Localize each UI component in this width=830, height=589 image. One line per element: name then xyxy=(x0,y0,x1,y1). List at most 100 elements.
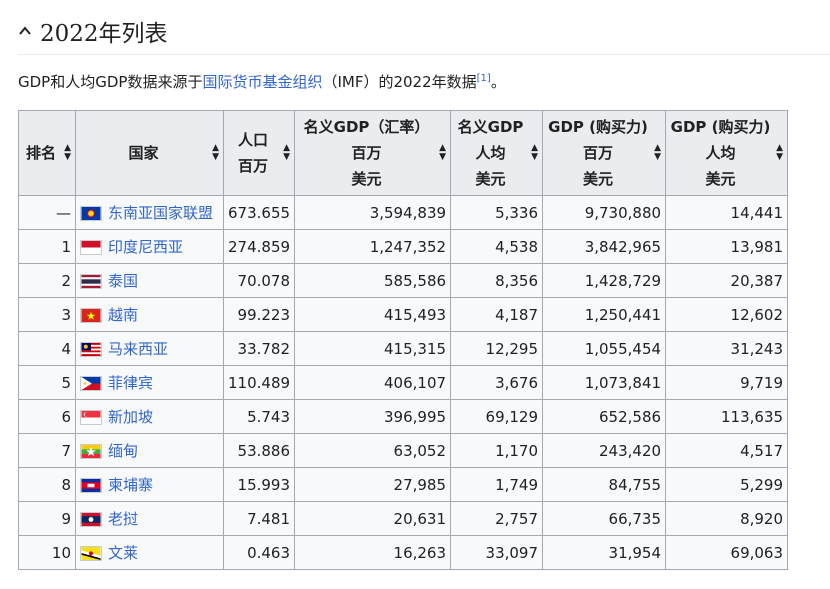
vietnam-flag-icon xyxy=(80,308,102,323)
ppp_pc-cell: 4,517 xyxy=(665,433,789,468)
table-row: 8 柬埔寨 15.993 27,985 1,749 84,755 5,299 xyxy=(18,467,789,502)
column-header-4[interactable]: 名义GDP 人均 美元 ▲ ▼ xyxy=(450,110,544,196)
intro-paragraph: GDP和人均GDP数据来源于国际货币基金组织（IMF）的2022年数据[1]。 xyxy=(18,68,506,93)
country-link[interactable]: 马来西亚 xyxy=(108,340,169,358)
gdp-cell: 16,263 xyxy=(294,535,452,570)
ppp_pc-cell: 69,063 xyxy=(665,535,789,570)
rank-cell: 6 xyxy=(18,399,76,434)
rank-cell: — xyxy=(18,195,76,230)
table-row: — 东南亚国家联盟 673.655 3,594,839 5,336 9,730,880 14… xyxy=(18,195,789,230)
country-link[interactable]: 菲律宾 xyxy=(108,374,154,392)
sort-icon[interactable]: ▲ ▼ xyxy=(654,143,662,162)
header-label-l1: 排名 xyxy=(25,144,56,162)
gdp_pc-cell: 1,170 xyxy=(450,433,544,468)
header-label-l1: 国家 xyxy=(128,144,159,162)
table-row: 9 老挝 7.481 20,631 2,757 66,735 8,920 xyxy=(18,501,789,536)
ppp-cell: 3,842,965 xyxy=(542,229,667,264)
country-cell: 柬埔寨 xyxy=(75,467,224,502)
pop-cell: 99.223 xyxy=(222,297,296,332)
table-row: 4 马来西亚 33.782 415,315 12,295 1,055,454 31,243 xyxy=(18,331,789,366)
pop-cell: 33.782 xyxy=(222,331,296,366)
column-header-3[interactable]: 名义GDP（汇率） 百万 美元 ▲ ▼ xyxy=(294,110,452,196)
rank-cell: 7 xyxy=(18,433,76,468)
table-row: 7 缅甸 53.886 63,052 1,170 243,420 4,517 xyxy=(18,433,789,468)
country-cell: 马来西亚 xyxy=(75,331,224,366)
country-link[interactable]: 东南亚国家联盟 xyxy=(108,204,214,222)
country-link[interactable]: 柬埔寨 xyxy=(108,476,154,494)
gdp_pc-cell: 3,676 xyxy=(450,365,544,400)
sort-icon[interactable]: ▲ ▼ xyxy=(531,143,539,162)
ppp_pc-cell: 20,387 xyxy=(665,263,789,298)
ppp_pc-cell: 12,602 xyxy=(665,297,789,332)
asean-flag-icon xyxy=(80,206,102,221)
section-header[interactable]: 2022年列表 xyxy=(18,8,830,55)
country-link[interactable]: 越南 xyxy=(108,306,139,324)
country-link[interactable]: 印度尼西亚 xyxy=(108,238,184,256)
sort-icon[interactable]: ▲ ▼ xyxy=(212,143,219,162)
pop-cell: 673.655 xyxy=(222,195,296,230)
gdp-table: 排名 ▲ ▼ 国家 ▲ ▼ 人口 百万 ▲ ▼ 名义GDP（汇率） 百万 美元 ▲ ▼ 名义GDP 人均 美元 ▲ ▼… xyxy=(18,110,789,570)
country-cell: 文莱 xyxy=(75,535,224,570)
table-row: 5 菲律宾 110.489 406,107 3,676 1,073,841 9,719 xyxy=(18,365,789,400)
header-label-l3: 美元 xyxy=(475,170,506,188)
ppp-cell: 1,073,841 xyxy=(542,365,667,400)
gdp_pc-cell: 8,356 xyxy=(450,263,544,298)
thailand-flag-icon xyxy=(80,274,102,289)
brunei-flag-icon xyxy=(80,546,102,561)
imf-link[interactable]: 国际货币基金组织 xyxy=(202,73,323,91)
sort-icon[interactable]: ▲ ▼ xyxy=(283,143,291,162)
ppp-cell: 243,420 xyxy=(542,433,667,468)
country-link[interactable]: 文莱 xyxy=(108,544,139,562)
column-header-0[interactable]: 排名 ▲ ▼ xyxy=(18,110,76,196)
column-header-5[interactable]: GDP (购买力) 百万 美元 ▲ ▼ xyxy=(542,110,667,196)
rank-cell: 10 xyxy=(18,535,76,570)
chevron-up-icon[interactable] xyxy=(18,24,32,38)
gdp-cell: 585,586 xyxy=(294,263,452,298)
column-header-1[interactable]: 国家 ▲ ▼ xyxy=(75,110,224,196)
section-title: 2022年列表 xyxy=(40,21,168,47)
sort-icon[interactable]: ▲ ▼ xyxy=(64,143,71,162)
country-cell: 印度尼西亚 xyxy=(75,229,224,264)
table-body: — 东南亚国家联盟 673.655 3,594,839 5,336 9,730,880 14… xyxy=(18,195,789,570)
rank-cell: 8 xyxy=(18,467,76,502)
country-link[interactable]: 老挝 xyxy=(108,510,139,528)
ppp-cell: 652,586 xyxy=(542,399,667,434)
sort-icon[interactable]: ▲ ▼ xyxy=(439,143,447,162)
header-label-l1: 名义GDP（汇率） xyxy=(303,118,430,136)
gdp_pc-cell: 4,538 xyxy=(450,229,544,264)
pop-cell: 110.489 xyxy=(222,365,296,400)
country-link[interactable]: 缅甸 xyxy=(108,442,139,460)
sort-icon[interactable]: ▲ ▼ xyxy=(776,143,784,162)
country-cell: 菲律宾 xyxy=(75,365,224,400)
ppp-cell: 1,250,441 xyxy=(542,297,667,332)
singapore-flag-icon xyxy=(80,410,102,425)
indonesia-flag-icon xyxy=(80,240,102,255)
column-header-6[interactable]: GDP (购买力) 人均 美元 ▲ ▼ xyxy=(665,110,789,196)
table-row: 10 文莱 0.463 16,263 33,097 31,954 69,063 xyxy=(18,535,789,570)
pop-cell: 7.481 xyxy=(222,501,296,536)
gdp-cell: 20,631 xyxy=(294,501,452,536)
header-label-l3: 美元 xyxy=(583,170,614,188)
ppp-cell: 1,428,729 xyxy=(542,263,667,298)
country-link[interactable]: 泰国 xyxy=(108,272,139,290)
gdp-cell: 415,493 xyxy=(294,297,452,332)
philippines-flag-icon xyxy=(80,376,102,391)
ppp_pc-cell: 5,299 xyxy=(665,467,789,502)
gdp_pc-cell: 2,757 xyxy=(450,501,544,536)
cambodia-flag-icon xyxy=(80,478,102,493)
column-header-2[interactable]: 人口 百万 ▲ ▼ xyxy=(222,110,296,196)
country-cell: 老挝 xyxy=(75,501,224,536)
rank-cell: 3 xyxy=(18,297,76,332)
reference-link[interactable]: [1] xyxy=(476,73,491,84)
pop-cell: 0.463 xyxy=(222,535,296,570)
country-link[interactable]: 新加坡 xyxy=(108,408,154,426)
intro-end: 。 xyxy=(490,73,506,91)
rank-cell: 4 xyxy=(18,331,76,366)
gdp-cell: 1,247,352 xyxy=(294,229,452,264)
country-cell: 新加坡 xyxy=(75,399,224,434)
header-label-l1: 名义GDP xyxy=(457,118,524,136)
header-label-l1: GDP (购买力) xyxy=(548,118,648,136)
pop-cell: 5.743 xyxy=(222,399,296,434)
gdp-cell: 396,995 xyxy=(294,399,452,434)
ppp_pc-cell: 13,981 xyxy=(665,229,789,264)
